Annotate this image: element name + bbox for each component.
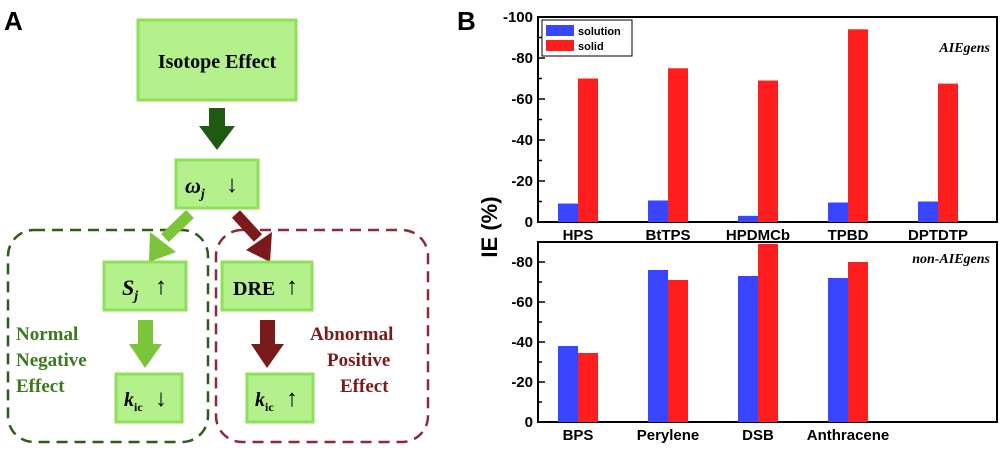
y-tick-label: -80: [511, 254, 533, 271]
omega-down-arrow: ↓: [226, 172, 238, 198]
s-box: [102, 260, 188, 312]
s-node: Sj ↑: [102, 260, 188, 312]
svg-text:Abnormal: Abnormal: [310, 324, 393, 345]
dre-box: [220, 260, 314, 312]
category-label: BPS: [563, 427, 594, 444]
y-tick-label: -40: [511, 132, 533, 149]
bar-solid-hpdmcb: [758, 80, 778, 222]
legend-swatch-solution: [546, 25, 574, 36]
category-label: TPBD: [828, 227, 869, 244]
arrow-s-to-k: [129, 320, 162, 368]
k-down-arrow: ↓: [155, 386, 167, 412]
bar-solid-anthracene: [848, 262, 868, 422]
legend-label-solid: solid: [578, 41, 604, 53]
y-tick-label: -20: [511, 374, 533, 391]
svg-text:Negative: Negative: [16, 350, 87, 371]
category-label: Anthracene: [807, 427, 890, 444]
panel-b: B IE (%) 0 -20 -40 -60 -80 -100 HPS BtTPS HPDMCb…: [457, 6, 998, 444]
bar-solid-tpbd: [848, 29, 868, 222]
arrow-omega-to-s: [149, 210, 194, 262]
bar-solution-perylene: [648, 270, 668, 422]
normal-negative-effect-label: Normal Negative Effect: [16, 324, 87, 397]
bar-solution-dptdtp: [918, 201, 938, 222]
panel-b-letter: B: [457, 6, 476, 36]
category-label: BtTPS: [646, 227, 691, 244]
abnormal-effect-region: [214, 228, 430, 444]
bar-solution-dsb: [738, 276, 758, 422]
k-decrease-symbol: kic: [124, 389, 143, 414]
bar-solid-perylene: [668, 280, 688, 422]
category-label: HPDMCb: [726, 227, 790, 244]
bar-solid-hps: [578, 78, 598, 222]
dre-node: DRE ↑: [220, 260, 314, 312]
svg-text:Positive: Positive: [327, 350, 390, 371]
omega-node: ωj ↓: [174, 158, 260, 210]
omega-box: [174, 158, 260, 210]
svg-text:Effect: Effect: [16, 376, 65, 397]
k-up-arrow: ↑: [286, 386, 298, 412]
bar-chart: 0 -20 -40 -60 -80 -100 HPS BtTPS HPDMCb TPBD DPTDT…: [503, 9, 998, 444]
category-label: Perylene: [637, 427, 700, 444]
arrow-isotope-to-omega: [199, 108, 235, 150]
y-axis-label: IE (%): [477, 196, 502, 257]
dre-up-arrow: ↑: [286, 274, 298, 300]
bar-solid-bps: [578, 353, 598, 422]
s-up-arrow: ↑: [155, 274, 167, 300]
y-tick-label: -100: [503, 9, 533, 26]
k-increase-box: [245, 372, 315, 424]
bar-solution-tpbd: [828, 202, 848, 222]
category-label: DPTDTP: [908, 227, 968, 244]
arrow-omega-to-dre: [231, 210, 272, 262]
isotope-effect-label: Isotope Effect: [158, 51, 277, 73]
y-tick-label: -80: [511, 50, 533, 67]
bar-solution-hpdmcb: [738, 215, 758, 222]
svg-text:Normal: Normal: [16, 324, 78, 345]
legend-label-solution: solution: [578, 26, 621, 38]
arrow-dre-to-k: [251, 320, 284, 368]
bar-solid-bttps: [668, 68, 688, 222]
y-tick-label: 0: [525, 414, 533, 431]
isotope-effect-node: Isotope Effect: [136, 18, 298, 102]
y-tick-label: -20: [511, 173, 533, 190]
k-increase-node: kic ↑: [245, 372, 315, 424]
category-label: DSB: [742, 427, 774, 444]
normal-effect-region: [6, 228, 210, 444]
y-tick-label: -40: [511, 334, 533, 351]
bar-solution-bttps: [648, 200, 668, 222]
omega-symbol: ωj: [185, 173, 205, 202]
svg-text:Effect: Effect: [340, 376, 389, 397]
category-label: HPS: [563, 227, 594, 244]
bar-solution-bps: [558, 346, 578, 422]
bar-solution-anthracene: [828, 278, 848, 422]
k-decrease-box: [114, 372, 184, 424]
isotope-effect-box: [136, 18, 298, 102]
k-increase-symbol: kic: [255, 389, 274, 414]
abnormal-positive-effect-label: Abnormal Positive Effect: [310, 324, 393, 397]
group-title: AIEgens: [938, 41, 990, 56]
bar-solid-dsb: [758, 244, 778, 422]
k-decrease-node: kic ↓: [114, 372, 184, 424]
y-tick-label: 0: [525, 214, 533, 231]
s-symbol: Sj: [122, 275, 138, 304]
legend-swatch-solid: [546, 40, 574, 51]
bar-solution-hps: [558, 203, 578, 222]
panel-a: A Isotope Effect ωj ↓: [4, 6, 430, 444]
bar-solid-dptdtp: [938, 83, 958, 222]
group-title: non-AIEgens: [912, 252, 990, 267]
dre-label: DRE: [233, 278, 275, 300]
y-tick-label: -60: [511, 294, 533, 311]
y-tick-label: -60: [511, 91, 533, 108]
panel-a-letter: A: [4, 6, 23, 36]
